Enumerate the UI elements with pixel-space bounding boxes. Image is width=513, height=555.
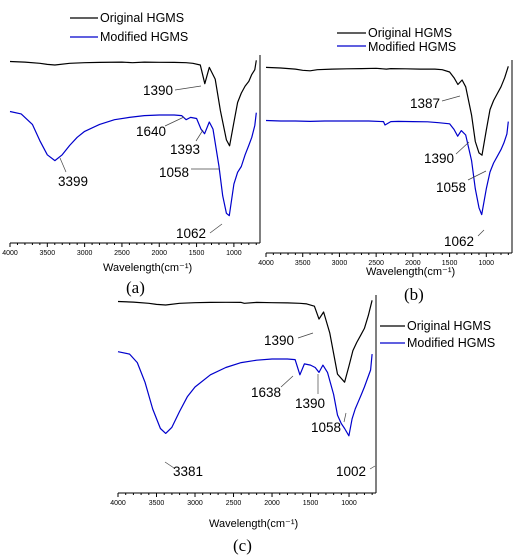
panel-a-x-axis-label: Wavelength(cm⁻¹)	[103, 262, 192, 274]
legend-label-original: Original HGMS	[368, 26, 452, 40]
panel-a: 4000 3500 3000 2500 2000 1500 1000 Original HG…	[2, 11, 261, 297]
x-tick-label: 3500	[149, 500, 165, 507]
panel-a-legend: Original HGMS Modified HGMS	[70, 11, 188, 44]
panel-c-annotations: 1390 1638 1390 1058 1002 3381	[164, 332, 376, 479]
peak-label: 1058	[159, 165, 189, 180]
x-tick-label: 3000	[332, 260, 348, 267]
peak-label: 3399	[58, 174, 88, 189]
x-tick-label: 4000	[2, 250, 18, 257]
panel-b: 4000 3500 3000 2500 2000 1500 1000 Original HG…	[258, 26, 513, 304]
x-tick-label: 2000	[405, 260, 421, 267]
legend-label-original: Original HGMS	[407, 319, 491, 333]
peak-label: 1390	[264, 333, 294, 348]
peak-label: 1002	[336, 464, 366, 479]
panel-c-x-axis-label: Wavelength(cm⁻¹)	[209, 518, 298, 530]
legend-label-original: Original HGMS	[100, 11, 184, 25]
x-tick-label: 1000	[226, 250, 242, 257]
panel-b-axes: 4000 3500 3000 2500 2000 1500 1000	[258, 60, 513, 267]
panel-b-modified-line	[265, 119, 509, 216]
panel-c-caption: (c)	[233, 536, 252, 555]
legend-label-modified: Modified HGMS	[368, 40, 456, 54]
x-tick-label: 2000	[151, 250, 167, 257]
panel-c-original-line	[117, 300, 373, 383]
x-tick-label: 4000	[258, 260, 274, 267]
peak-label: 1640	[136, 124, 166, 139]
peak-label: 1638	[251, 385, 281, 400]
x-tick-label: 3000	[77, 250, 93, 257]
x-tick-label: 1500	[442, 260, 458, 267]
legend-label-modified: Modified HGMS	[100, 30, 188, 44]
peak-label: 1393	[170, 142, 200, 157]
peak-label: 1062	[444, 234, 474, 249]
panel-a-axes: 4000 3500 3000 2500 2000 1500 1000	[2, 55, 261, 257]
x-tick-label: 1000	[341, 500, 357, 507]
panel-c: 4000 3500 3000 2500 2000 1500 1000 Original HG…	[110, 295, 495, 555]
panel-c-legend: Original HGMS Modified HGMS	[380, 319, 495, 350]
panel-a-caption: (a)	[126, 278, 145, 297]
panel-a-original-line	[9, 60, 257, 147]
x-tick-label: 2500	[368, 260, 384, 267]
x-tick-label: 2000	[264, 500, 280, 507]
x-tick-label: 3000	[187, 500, 203, 507]
peak-label: 1390	[143, 83, 173, 98]
panel-b-annotations: 1387 1390 1058 1062	[410, 95, 487, 249]
peak-label: 3381	[173, 464, 203, 479]
peak-label: 1390	[295, 396, 325, 411]
peak-label: 1058	[311, 420, 341, 435]
peak-label: 1390	[424, 151, 454, 166]
peak-label: 1387	[410, 96, 440, 111]
panel-c-modified-line	[117, 351, 373, 437]
panel-b-legend: Original HGMS Modified HGMS	[337, 26, 456, 54]
panel-b-original-line	[265, 66, 509, 156]
panel-a-modified-line	[9, 110, 257, 217]
panel-a-annotations: 1390 1640 1393 1058 3399 1062	[58, 83, 223, 241]
x-tick-label: 4000	[110, 500, 126, 507]
panel-b-caption: (b)	[404, 285, 424, 304]
x-tick-label: 2500	[226, 500, 242, 507]
panel-b-x-axis-label: Wavelength(cm⁻¹)	[366, 266, 455, 278]
x-tick-label: 2500	[114, 250, 130, 257]
panel-c-axes: 4000 3500 3000 2500 2000 1500 1000	[110, 295, 377, 507]
x-tick-label: 3500	[295, 260, 311, 267]
legend-label-modified: Modified HGMS	[407, 336, 495, 350]
x-tick-label: 1000	[479, 260, 495, 267]
peak-label: 1058	[436, 180, 466, 195]
x-tick-label: 1500	[303, 500, 319, 507]
x-tick-label: 1500	[189, 250, 205, 257]
x-tick-label: 3500	[40, 250, 56, 257]
peak-label: 1062	[176, 226, 206, 241]
